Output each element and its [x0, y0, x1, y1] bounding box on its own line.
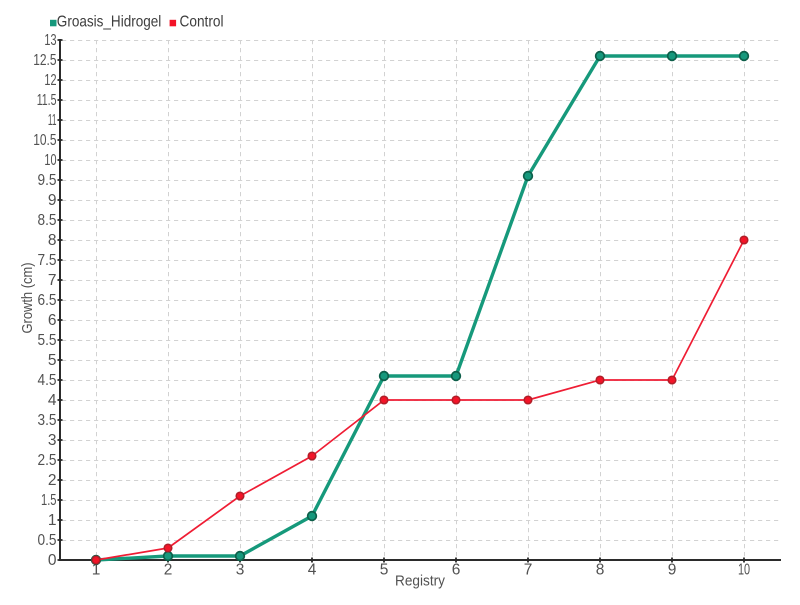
- svg-text:7: 7: [524, 562, 533, 579]
- svg-text:9: 9: [48, 192, 57, 209]
- svg-text:6: 6: [452, 562, 461, 579]
- svg-text:Control: Control: [180, 14, 224, 31]
- svg-text:5.5: 5.5: [38, 332, 57, 349]
- svg-text:2.5: 2.5: [38, 452, 57, 469]
- svg-text:4: 4: [308, 562, 317, 579]
- svg-text:10: 10: [44, 152, 56, 169]
- svg-text:8: 8: [48, 232, 57, 249]
- svg-text:9.5: 9.5: [38, 172, 57, 189]
- svg-text:3: 3: [48, 432, 57, 449]
- svg-text:Growth (cm): Growth (cm): [19, 262, 36, 333]
- svg-text:3: 3: [236, 562, 245, 579]
- svg-text:12.5: 12.5: [33, 52, 56, 69]
- svg-text:12: 12: [44, 72, 56, 89]
- svg-text:7: 7: [48, 272, 57, 289]
- svg-text:10.5: 10.5: [33, 132, 56, 149]
- svg-text:4: 4: [48, 392, 57, 409]
- svg-text:13: 13: [44, 32, 56, 49]
- svg-text:5: 5: [380, 562, 389, 579]
- svg-text:11.5: 11.5: [37, 92, 57, 109]
- svg-text:9: 9: [668, 562, 677, 579]
- svg-text:8: 8: [596, 562, 605, 579]
- svg-text:1.5: 1.5: [41, 492, 57, 509]
- svg-text:1: 1: [92, 562, 101, 579]
- svg-text:6: 6: [48, 312, 57, 329]
- svg-text:0: 0: [48, 552, 57, 569]
- svg-text:1: 1: [48, 512, 57, 529]
- svg-text:0.5: 0.5: [38, 532, 57, 549]
- svg-text:2: 2: [48, 472, 57, 489]
- svg-text:3.5: 3.5: [38, 412, 57, 429]
- svg-text:4.5: 4.5: [38, 372, 57, 389]
- svg-text:11: 11: [48, 112, 57, 129]
- svg-text:6.5: 6.5: [38, 292, 57, 309]
- svg-text:7.5: 7.5: [38, 252, 57, 269]
- svg-text:10: 10: [738, 562, 750, 579]
- svg-text:5: 5: [48, 352, 57, 369]
- svg-text:8.5: 8.5: [38, 212, 57, 229]
- svg-text:2: 2: [164, 562, 173, 579]
- svg-text:Registry: Registry: [395, 573, 445, 590]
- svg-text:Groasis_Hidrogel: Groasis_Hidrogel: [57, 14, 162, 31]
